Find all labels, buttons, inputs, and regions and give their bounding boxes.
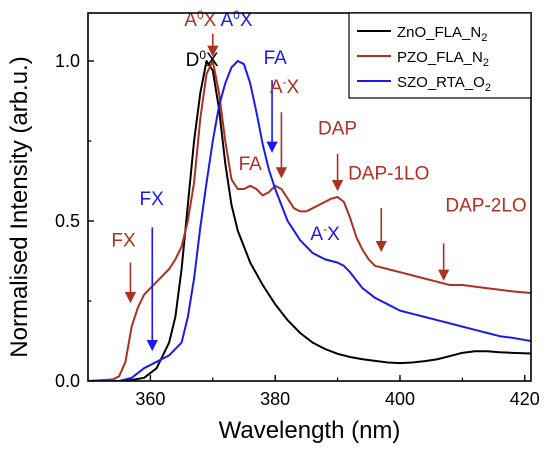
- x-tick-label: 400: [385, 389, 415, 409]
- legend-entry: PZO_FLA_N2: [397, 49, 489, 69]
- annotation-label: FX: [140, 189, 165, 210]
- annotation-label: DAP: [318, 119, 357, 140]
- y-tick-label: 0.5: [55, 211, 80, 231]
- x-tick-label: 360: [135, 389, 165, 409]
- x-axis-title: Wavelength (nm): [219, 417, 401, 444]
- annotation-label: A-X: [310, 222, 340, 245]
- y-tick-label: 1.0: [55, 51, 80, 71]
- annotation-label: FA: [239, 154, 263, 175]
- x-tick-label: 420: [510, 389, 540, 409]
- annotation-label: A0X: [220, 8, 252, 31]
- annotation-label: DAP-2LO: [445, 195, 526, 216]
- annotation-label: FX: [111, 231, 136, 252]
- legend-entry: ZnO_FLA_N2: [397, 24, 487, 44]
- x-tick-label: 380: [260, 389, 290, 409]
- ticks-layer: 360 380 400 420 0.0 0.5 1.0: [55, 51, 540, 409]
- legend-entry: SZO_RTA_O2: [397, 74, 491, 94]
- series-line-0: [88, 60, 531, 381]
- legend: ZnO_FLA_N2 PZO_FLA_N2 SZO_RTA_O2: [348, 12, 532, 99]
- y-axis-title: Normalised Intensity (arb.u.): [6, 56, 33, 357]
- annotation-label: DAP-1LO: [348, 163, 429, 184]
- plot-area-frame: [87, 12, 532, 382]
- annotation-label: FA: [264, 48, 288, 69]
- y-tick-label: 0.0: [55, 371, 80, 391]
- annotation-label: A0X: [184, 8, 216, 31]
- annotation-label: A-X: [270, 75, 300, 98]
- series-line-1: [88, 60, 531, 381]
- curves-layer: [88, 60, 531, 381]
- series-line-2: [88, 60, 531, 381]
- annotation-label: D0X: [186, 48, 219, 71]
